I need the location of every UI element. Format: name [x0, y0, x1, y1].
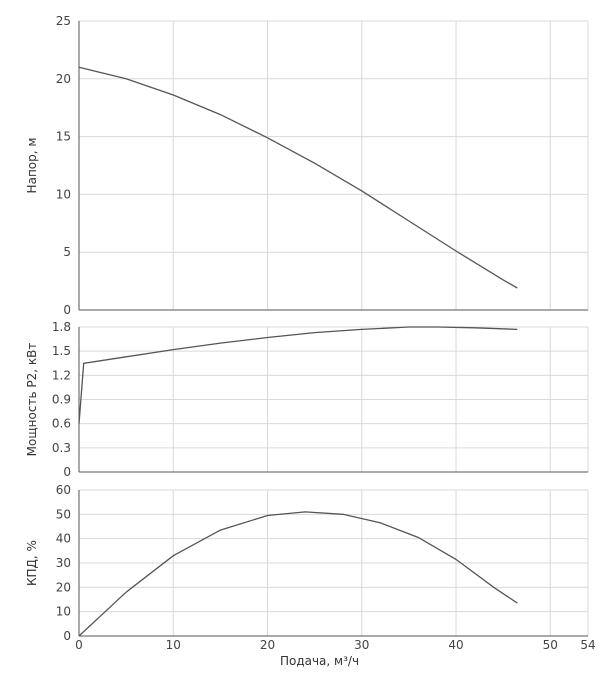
panel-head: 0 5 10 15 20 25 Напор, м: [25, 14, 589, 317]
y-tick-label-efficiency: 0: [63, 629, 71, 643]
x-tick-label: 50: [543, 638, 558, 652]
y-tick-label-efficiency: 50: [56, 507, 71, 521]
y-tick-label-power: 0.6: [52, 417, 71, 431]
x-tick-label: 30: [354, 638, 369, 652]
y-tick-label-head: 5: [63, 245, 71, 259]
x-tick-label: 54: [580, 638, 595, 652]
panel-power: 0 0.3 0.6 0.9 1.2 1.5 1.8 Мощность Р2, кВт: [25, 320, 589, 479]
curve-power: [78, 326, 518, 424]
x-tick-label: 10: [166, 638, 181, 652]
curve-head: [78, 66, 518, 289]
gridlines-power: [78, 326, 589, 473]
y-tick-label-efficiency: 20: [56, 580, 71, 594]
gridlines-efficiency: [78, 489, 589, 637]
curve-efficiency: [78, 511, 518, 637]
y-tick-label-power: 0.3: [52, 441, 71, 455]
y-tick-label-head: 15: [56, 130, 71, 144]
x-tick-label: 0: [75, 638, 83, 652]
y-tick-label-power: 1.2: [52, 368, 71, 382]
y-tick-label-power: 0.9: [52, 393, 71, 407]
y-tick-label-efficiency: 40: [56, 532, 71, 546]
y-tick-label-power: 1.5: [52, 344, 71, 358]
gridlines-head: [78, 20, 589, 311]
y-axis-label-head: Напор, м: [25, 138, 39, 194]
y-tick-label-head: 10: [56, 187, 71, 201]
y-axis-label-efficiency: КПД, %: [25, 540, 39, 586]
y-tick-label-efficiency: 10: [56, 605, 71, 619]
y-tick-label-head: 20: [56, 72, 71, 86]
x-tick-label: 20: [260, 638, 275, 652]
x-axis-label: Подача, м³/ч: [280, 654, 359, 668]
y-tick-label-head: 25: [56, 14, 71, 28]
y-axis-label-power: Мощность Р2, кВт: [25, 343, 39, 457]
y-tick-label-power: 0: [63, 465, 71, 479]
y-tick-label-efficiency: 30: [56, 556, 71, 570]
y-tick-label-efficiency: 60: [56, 483, 71, 497]
y-tick-label-power: 1.8: [52, 320, 71, 334]
panel-efficiency: 0 10 20 30 40 50 60 КПД, % 0 10 20 30 40 50 54 Подача, …: [25, 483, 596, 668]
y-tick-label-head: 0: [63, 303, 71, 317]
x-tick-label: 40: [448, 638, 463, 652]
